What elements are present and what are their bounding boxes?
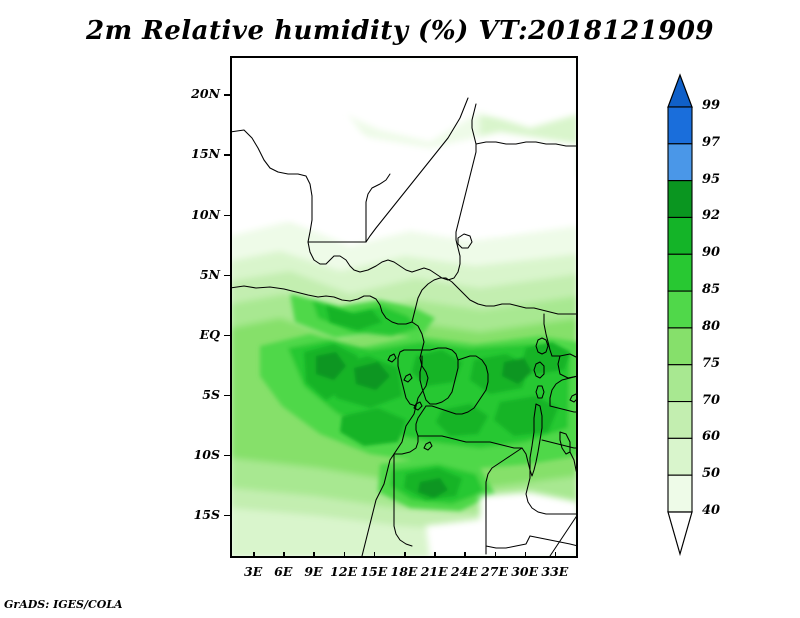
lon-tick [404, 552, 406, 558]
colorbar-tick-40: 40 [702, 503, 721, 518]
colorbar-tick-99: 99 [702, 98, 721, 113]
colorbar-tick-75: 75 [702, 355, 721, 371]
lon-tick [524, 552, 527, 558]
lon-tick [494, 552, 497, 558]
colorbar-band [667, 143, 693, 182]
colorbar-tick-92: 92 [702, 208, 721, 224]
lat-label-15n: 15N [191, 146, 220, 162]
lon-label-3e: 3E [244, 564, 263, 579]
colorbar-tick-95: 95 [702, 171, 721, 187]
colorbar-tick-97: 97 [702, 134, 721, 150]
colorbar-tick-90: 90 [702, 245, 721, 261]
lat-label-15s: 15S [193, 506, 220, 522]
lon-label-12e: 12E [330, 564, 358, 579]
colorbar-tick-80: 80 [702, 318, 721, 334]
humidity-map [230, 56, 578, 558]
lat-label-eq: EQ [199, 326, 220, 342]
lon-label-33e: 33E [541, 564, 569, 579]
lon-tick [554, 552, 557, 558]
colorbar-band [667, 180, 693, 219]
lat-tick [224, 514, 230, 517]
colorbar-tick-50: 50 [702, 466, 721, 482]
lat-tick [224, 274, 230, 277]
lon-tick [313, 552, 315, 558]
lat-label-5s: 5S [202, 386, 220, 402]
colorbar-band [667, 400, 693, 439]
lat-tick [224, 94, 230, 96]
lat-tick [224, 454, 230, 457]
lon-label-27e: 27E [481, 564, 508, 579]
colorbar-band [667, 437, 693, 476]
colorbar-low-arrow [667, 511, 693, 557]
lon-tick [464, 552, 466, 558]
colorbar-swatches [667, 73, 693, 557]
colorbar-band [667, 364, 693, 403]
colorbar-band [667, 474, 693, 513]
lat-label-10s: 10S [193, 446, 220, 462]
lon-label-21e: 21E [420, 564, 448, 579]
lon-label-6e: 6E [274, 564, 293, 579]
lat-label-20n: 20N [191, 86, 220, 102]
colorbar-tick-70: 70 [702, 392, 721, 408]
page-title: 2m Relative humidity (%) VT:2018121909 [86, 16, 714, 46]
lon-tick [434, 552, 436, 558]
lon-tick [373, 552, 376, 558]
colorbar-tick-85: 85 [702, 282, 721, 298]
colorbar-band [667, 253, 693, 292]
lon-tick [283, 552, 285, 558]
colorbar-band [667, 290, 693, 329]
colorbar-high-arrow [667, 73, 693, 108]
lon-label-24e: 24E [450, 564, 478, 579]
lat-label-5n: 5N [199, 266, 220, 282]
map-plot-area[interactable] [230, 56, 578, 558]
lon-label-30e: 30E [511, 564, 539, 579]
lon-label-9e: 9E [304, 564, 323, 579]
colorbar-tick-60: 60 [702, 429, 721, 445]
lat-tick [224, 214, 230, 217]
colorbar-band [667, 216, 693, 255]
lon-label-15e: 15E [360, 564, 388, 579]
lat-tick [224, 334, 230, 337]
colorbar-band [667, 327, 693, 366]
credit-text: GrADS: IGES/COLA [4, 598, 123, 611]
lat-tick [224, 394, 230, 397]
lat-tick [224, 154, 230, 156]
colorbar-band [667, 106, 693, 145]
colorbar[interactable]: 99 97 95 92 90 85 80 75 70 60 50 40 [648, 70, 768, 560]
lon-label-18e: 18E [390, 564, 418, 579]
lon-tick [253, 552, 255, 558]
lat-label-10n: 10N [191, 206, 220, 222]
lon-tick [343, 552, 346, 558]
